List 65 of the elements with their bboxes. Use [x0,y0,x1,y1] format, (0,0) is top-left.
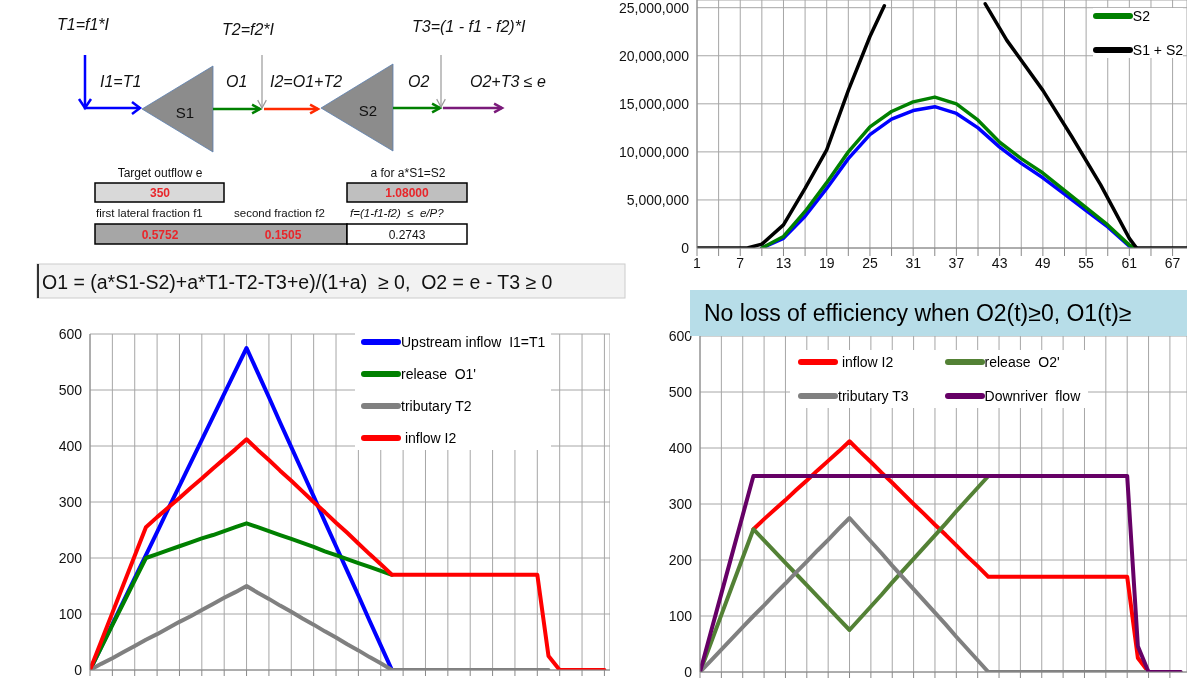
text: T2=f2*I [222,21,275,38]
legend-label: Upstream inflow I1=T1 [401,334,546,350]
y-tick-label: 10,000,000 [618,143,690,160]
x-tick-label: 49 [1035,254,1051,271]
text: O1 [226,73,248,90]
text: O2 [408,73,430,90]
y-tick-label: 300 [58,493,83,510]
legend-label: tributary T2 [401,398,472,414]
x-tick-label: 7 [736,254,745,271]
text: 350 [149,186,171,200]
y-tick-label: 400 [58,437,83,454]
text: second fraction f2 [234,207,325,219]
chart-title: No loss of efficiency when O2(t)≥0, O1(t)≥ [704,300,1132,326]
text: first lateral fraction f1 [96,207,203,219]
legend-label: release O1' [401,366,477,382]
text: S1 [175,104,195,121]
x-tick-label: 37 [948,254,965,271]
y-tick-label: 20,000,000 [618,47,690,64]
legend-label: inflow I2 [403,430,457,446]
text: I1=T1 [100,73,142,90]
text: a for a*S1=S2 [370,166,446,180]
y-tick-label: 100 [668,607,693,624]
x-tick-label: 43 [991,254,1008,271]
y-tick-label: 15,000,000 [618,95,690,112]
y-tick-label: 600 [58,325,83,342]
text: 1.08000 [385,186,430,200]
x-tick-label: 1 [693,254,702,271]
text: 0.2743 [388,228,426,242]
y-tick-label: 200 [58,549,83,566]
y-tick-label: 500 [58,381,83,398]
legend-label: release O2' [984,354,1060,370]
x-tick-label: 55 [1078,254,1095,271]
text: O1 = (a*S1-S2)+a*T1-T2-T3+e)/(1+a) ≥ 0, O2 = e - T3 ≥ 0 [42,271,553,293]
y-tick-label: 0 [681,239,690,256]
legend-label: Downriver flow [984,388,1081,404]
text: Target outflow e [117,166,203,180]
text: S2 [358,102,378,119]
text: T1=f1*I [57,16,110,33]
x-tick-label: 61 [1121,254,1138,271]
y-tick-label: 0 [684,663,693,680]
y-tick-label: 100 [58,605,83,622]
legend-label: S1 + S2 [1132,42,1183,58]
line-series [700,474,1183,672]
y-tick-label: 400 [668,439,693,456]
text: T3=(1 - f1 - f2)*I [412,18,526,35]
y-tick-label: 25,000,000 [618,0,690,16]
y-tick-label: 500 [668,383,693,400]
y-tick-label: 200 [668,551,693,568]
text: f=(1-f1-f2) ≤ e/P? [350,207,445,219]
legend-label: tributary T3 [838,388,909,404]
y-tick-label: 600 [668,327,693,344]
legend-label: inflow I2 [840,354,894,370]
text: I2=O1+T2 [270,73,343,90]
text: 0.5752 [141,228,179,242]
x-tick-label: 13 [775,254,792,271]
y-tick-label: 5,000,000 [626,191,690,208]
text: 0.1505 [264,228,302,242]
y-tick-label: 300 [668,495,693,512]
x-tick-label: 67 [1164,254,1181,271]
x-tick-label: 31 [905,254,922,271]
legend-label: S2 [1132,8,1150,24]
text: O2+T3 ≤ e [470,73,547,90]
x-tick-label: 19 [818,254,835,271]
y-tick-label: 0 [74,661,83,678]
x-tick-label: 25 [862,254,878,271]
